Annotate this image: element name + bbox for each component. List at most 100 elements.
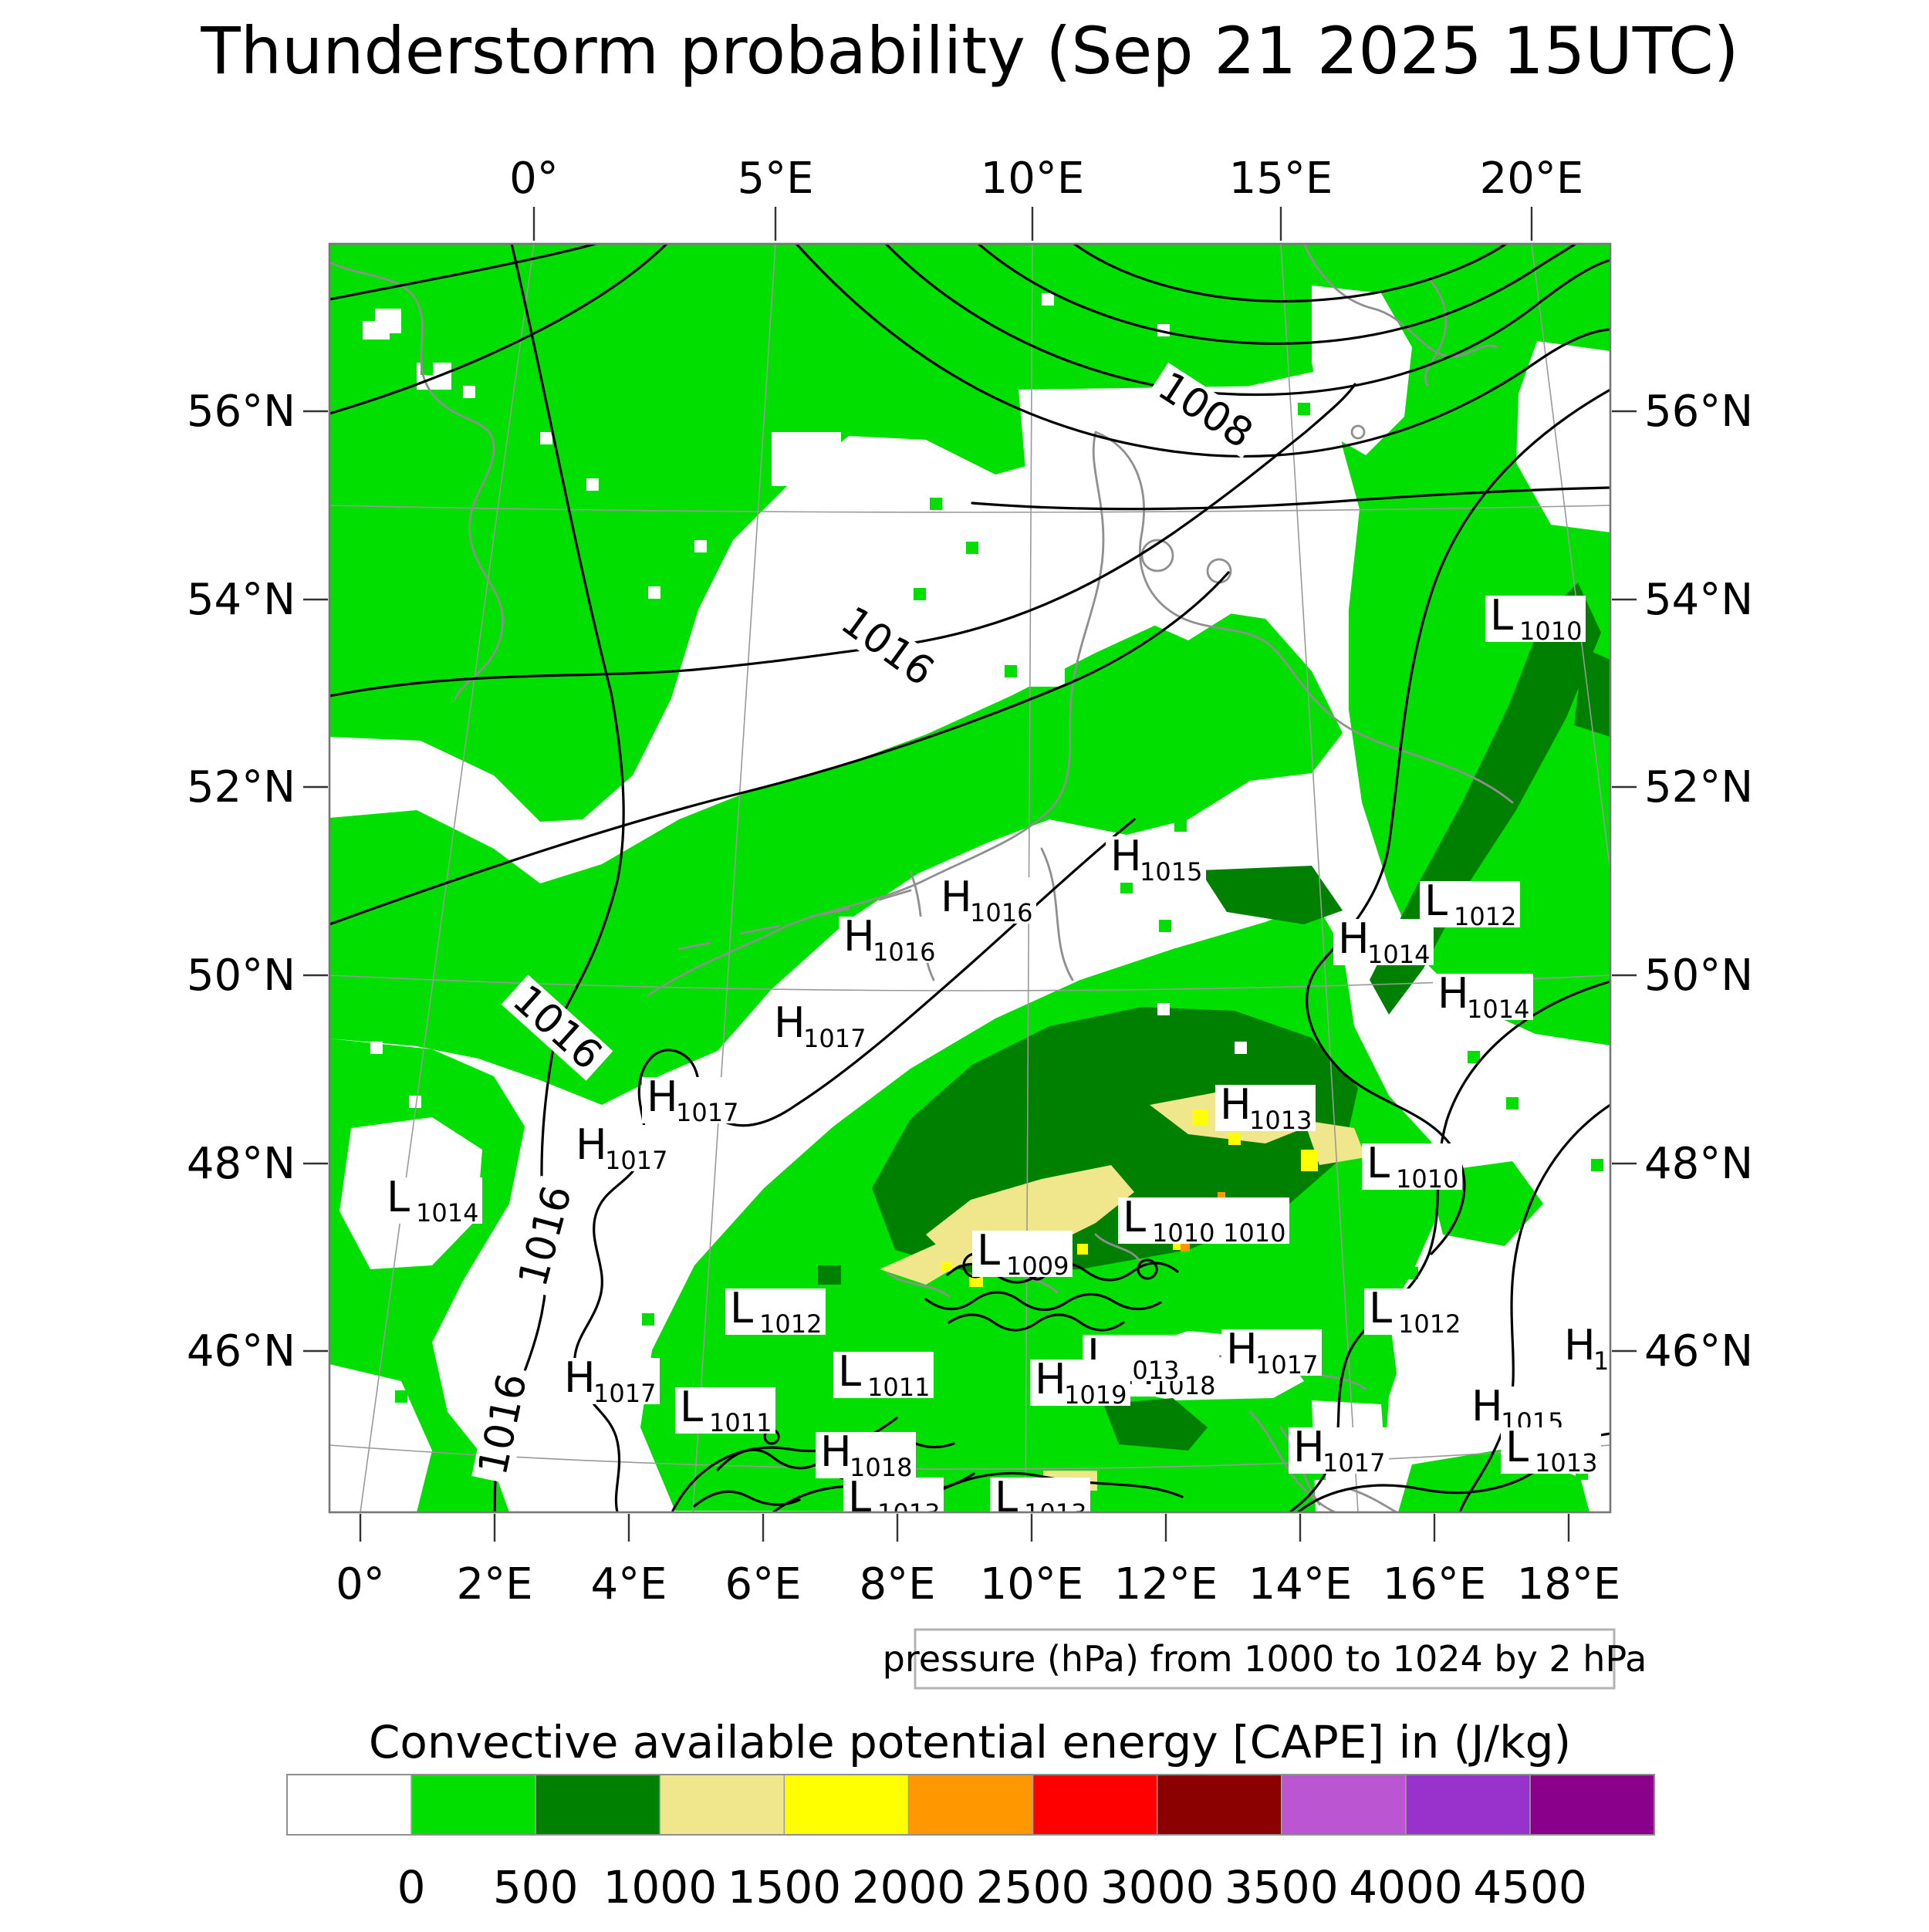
- svg-text:1013: 1013: [877, 1498, 940, 1528]
- pressure-label-L1010: L 1010: [1362, 1139, 1462, 1194]
- cape-speckle: [434, 835, 446, 847]
- pressure-label-L1010: L 1010: [1485, 591, 1586, 646]
- left-axis-label: 50°N: [187, 951, 296, 1001]
- cape-speckle: [1120, 881, 1133, 893]
- pressure-label-L1011: L 1011: [675, 1383, 775, 1437]
- top-axis-label: 5°E: [737, 154, 813, 204]
- svg-text:H: H: [1293, 1423, 1325, 1471]
- cape-speckle: [1074, 711, 1086, 724]
- svg-text:1010: 1010: [1396, 1164, 1458, 1194]
- cape-speckle: [1506, 1097, 1519, 1110]
- svg-text:H: H: [576, 1120, 607, 1169]
- left-axis-label: 56°N: [187, 387, 296, 437]
- svg-text:L: L: [1490, 591, 1513, 640]
- svg-text:10: 10: [1593, 1346, 1625, 1376]
- white-speckle: [463, 386, 475, 398]
- bottom-axis-label: 12°E: [1114, 1559, 1218, 1609]
- svg-text:1014: 1014: [416, 1198, 478, 1228]
- svg-text:L: L: [1424, 876, 1448, 925]
- left-axis-label: 48°N: [187, 1139, 296, 1189]
- svg-text:1015: 1015: [1140, 857, 1202, 887]
- legend-swatch: [783, 1774, 910, 1836]
- white-speckle: [694, 540, 707, 552]
- bottom-axis-label: 0°: [336, 1559, 385, 1609]
- cape-shading-0-500-layer: [329, 244, 1610, 1512]
- white-speckle: [586, 478, 599, 491]
- left-axis-label: 52°N: [187, 762, 296, 812]
- legend-tick-label: 1000: [603, 1861, 717, 1913]
- pressure-label-L1011: L 1011: [833, 1347, 934, 1402]
- svg-text:1017: 1017: [1323, 1448, 1385, 1478]
- svg-text:1017: 1017: [803, 1024, 866, 1053]
- svg-text:1010: 1010: [1152, 1218, 1214, 1248]
- svg-text:H: H: [1226, 1325, 1258, 1373]
- bottom-axis-label: 2°E: [456, 1559, 532, 1609]
- legend-swatch: [410, 1774, 536, 1836]
- right-axis-label: 52°N: [1644, 762, 1753, 812]
- svg-text:1012: 1012: [759, 1309, 822, 1339]
- white-speckle: [810, 741, 823, 753]
- legend-title: Convective available potential energy [C…: [369, 1716, 1571, 1768]
- cape-speckle: [525, 679, 537, 691]
- svg-text:H: H: [1338, 914, 1370, 963]
- white-speckle: [1235, 1042, 1247, 1054]
- white-speckle: [370, 1042, 383, 1054]
- coastlines: [329, 244, 1514, 1512]
- cape-speckle: [1252, 364, 1264, 377]
- pressure-note: pressure (hPa) from 1000 to 1024 by 2 hP…: [883, 1628, 1647, 1690]
- pressure-label-L1014: L 1014: [382, 1173, 482, 1228]
- cape-speckle: [1159, 920, 1171, 932]
- legend-tick-label: 1500: [728, 1861, 842, 1913]
- svg-text:H: H: [1035, 1355, 1066, 1403]
- cape-speckle: [642, 1313, 654, 1326]
- cape-speckle: [1468, 1051, 1480, 1063]
- cape-speckle: [364, 1344, 377, 1356]
- pressure-label-L1012: L 1012: [1364, 1284, 1464, 1339]
- cape-speckle: [914, 588, 926, 600]
- top-axis-label: 0°: [509, 154, 559, 204]
- pressure-label-H10: H10: [1559, 1321, 1625, 1376]
- axes: 0° 5°E 10°E 15°E 20°E 0° 2°E 4°E 6°E 8°E 10°E 12°E 1…: [187, 154, 1753, 1609]
- pressure-label-L1012: L 1012: [725, 1284, 826, 1339]
- svg-text:1014: 1014: [1467, 995, 1529, 1024]
- cape-speckle: [1198, 1468, 1210, 1480]
- bottom-axis-label: 10°E: [980, 1559, 1084, 1609]
- top-axis-label: 20°E: [1480, 154, 1584, 204]
- legend-swatch: [1032, 1774, 1158, 1836]
- svg-text:1012: 1012: [1454, 902, 1516, 931]
- cape-speckle: [1529, 1498, 1542, 1511]
- cape-speckle: [698, 498, 711, 510]
- svg-text:H: H: [1564, 1321, 1596, 1370]
- white-speckle: [540, 432, 552, 444]
- svg-text:1010: 1010: [1519, 616, 1582, 646]
- bottom-axis-label: 16°E: [1383, 1559, 1487, 1609]
- svg-text:1011: 1011: [867, 1373, 930, 1402]
- svg-text:L: L: [730, 1284, 753, 1332]
- pressure-label-L1012: L 1012: [1420, 876, 1520, 931]
- white-speckle: [1157, 1003, 1170, 1015]
- svg-text:1013: 1013: [1535, 1448, 1597, 1478]
- right-axis-label: 54°N: [1644, 575, 1753, 625]
- svg-text:H: H: [941, 873, 972, 921]
- cape-speckle: [1551, 934, 1563, 946]
- pressure-label-L1009: L 1009: [972, 1226, 1073, 1281]
- pressure-label-L1010: L 1010 1010: [1118, 1193, 1289, 1248]
- legend-tick-label: 4000: [1349, 1861, 1463, 1913]
- svg-text:1017: 1017: [605, 1146, 667, 1175]
- page-title: Thunderstorm probability (Sep 21 2025 15…: [200, 13, 1738, 89]
- cape-speckle: [1174, 819, 1187, 832]
- right-axis-label: 50°N: [1644, 951, 1753, 1001]
- svg-text:H: H: [1471, 1382, 1503, 1430]
- bottom-axis-label: 14°E: [1248, 1559, 1353, 1609]
- legend-swatch: [659, 1774, 785, 1836]
- right-axis-label: 46°N: [1644, 1326, 1753, 1376]
